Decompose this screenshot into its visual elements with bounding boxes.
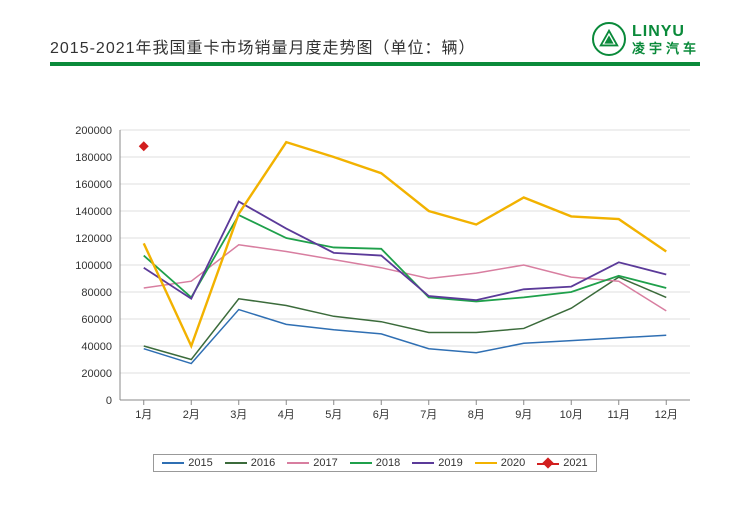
svg-text:4月: 4月	[278, 409, 295, 421]
svg-text:10月: 10月	[560, 409, 583, 421]
logo-text-cn: 凌宇汽车	[632, 42, 700, 55]
svg-text:12月: 12月	[655, 409, 678, 421]
line-chart: 0 20000 40000 60000 80000 100000 120000 140000 1…	[50, 120, 700, 450]
svg-text:20000: 20000	[81, 368, 112, 380]
legend-label: 2019	[438, 457, 462, 469]
svg-text:0: 0	[106, 395, 112, 407]
brand-logo: LINYU 凌宇汽车	[592, 20, 700, 58]
page-root: 2015-2021年我国重卡市场销量月度走势图（单位：辆） LINYU 凌宇汽车…	[0, 0, 750, 516]
legend-label: 2018	[376, 457, 400, 469]
legend-label: 2016	[251, 457, 275, 469]
svg-text:5月: 5月	[325, 409, 342, 421]
svg-text:120000: 120000	[75, 233, 112, 245]
legend-label: 2020	[501, 457, 525, 469]
svg-text:11月: 11月	[608, 409, 630, 421]
svg-text:180000: 180000	[75, 152, 112, 164]
svg-text:160000: 160000	[75, 179, 112, 191]
svg-text:40000: 40000	[81, 341, 112, 353]
svg-text:200000: 200000	[75, 125, 112, 137]
svg-text:9月: 9月	[515, 409, 532, 421]
legend-item-2017: 2017	[287, 457, 337, 469]
svg-text:140000: 140000	[75, 206, 112, 218]
svg-text:100000: 100000	[75, 260, 112, 272]
legend-item-2019: 2019	[412, 457, 462, 469]
legend-label: 2021	[563, 457, 587, 469]
series-2015	[144, 310, 667, 364]
header-underline	[50, 62, 700, 66]
header: 2015-2021年我国重卡市场销量月度走势图（单位：辆） LINYU 凌宇汽车	[50, 26, 700, 62]
legend-item-2021: 2021	[537, 457, 587, 469]
svg-text:7月: 7月	[420, 409, 437, 421]
svg-text:60000: 60000	[81, 314, 112, 326]
svg-text:1月: 1月	[135, 409, 152, 421]
series-2021	[139, 141, 149, 151]
svg-text:2月: 2月	[183, 409, 200, 421]
legend-box: 2015 2016 2017 2018 2019 2020 2021	[153, 454, 596, 472]
logo-icon	[592, 22, 626, 56]
logo-text-en: LINYU	[632, 24, 700, 40]
legend-item-2016: 2016	[225, 457, 275, 469]
legend-item-2015: 2015	[162, 457, 212, 469]
svg-text:3月: 3月	[230, 409, 247, 421]
svg-text:6月: 6月	[373, 409, 390, 421]
legend: 2015 2016 2017 2018 2019 2020 2021	[50, 454, 700, 472]
svg-text:80000: 80000	[81, 287, 112, 299]
chart-area: 0 20000 40000 60000 80000 100000 120000 140000 1…	[50, 120, 700, 480]
legend-item-2020: 2020	[475, 457, 525, 469]
chart-title: 2015-2021年我国重卡市场销量月度走势图（单位：辆）	[50, 34, 476, 58]
svg-text:8月: 8月	[468, 409, 485, 421]
series-2016	[144, 277, 667, 359]
logo-text: LINYU 凌宇汽车	[632, 24, 700, 55]
legend-label: 2017	[313, 457, 337, 469]
legend-item-2018: 2018	[350, 457, 400, 469]
legend-label: 2015	[188, 457, 212, 469]
